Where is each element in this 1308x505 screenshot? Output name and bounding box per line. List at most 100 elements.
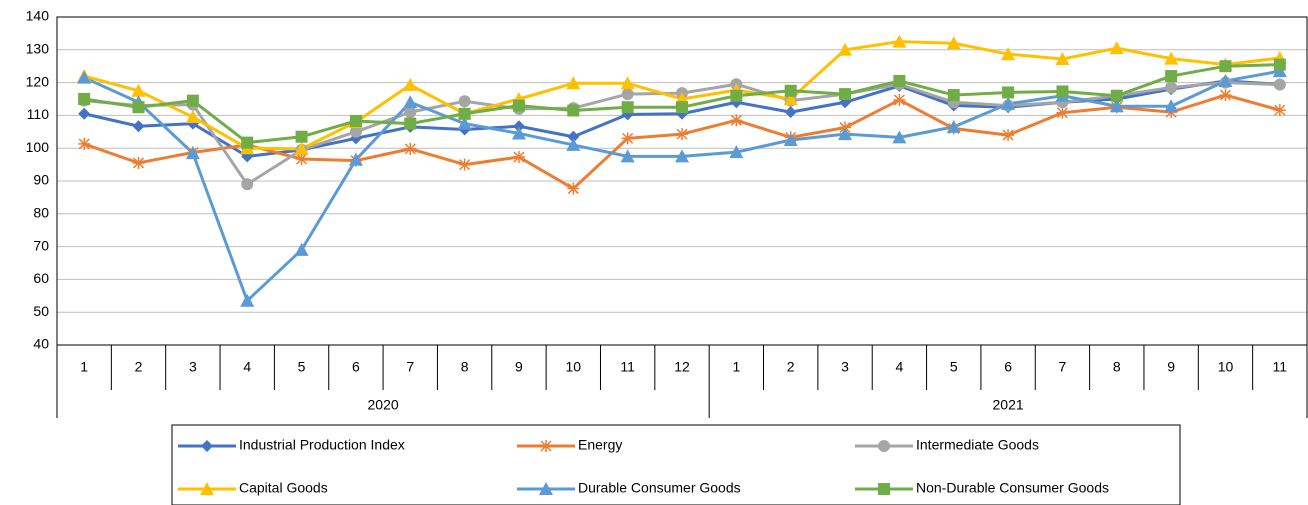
marker [349, 125, 362, 138]
marker [458, 158, 471, 171]
marker [132, 101, 145, 114]
marker [1164, 51, 1179, 65]
x-tick-label: 2 [135, 359, 143, 375]
marker [185, 146, 200, 160]
x-tick-label: 7 [406, 359, 414, 375]
marker [1056, 106, 1069, 119]
legend-label: Capital Goods [239, 480, 328, 496]
marker [1109, 99, 1124, 113]
marker [241, 136, 254, 149]
marker [241, 178, 254, 191]
marker [132, 156, 145, 169]
marker [240, 293, 255, 307]
x-tick-label: 9 [515, 359, 523, 375]
marker [78, 107, 91, 120]
x-tick-label: 4 [895, 359, 903, 375]
marker [539, 482, 553, 495]
marker [458, 107, 471, 120]
marker [878, 483, 890, 495]
legend-label: Durable Consumer Goods [578, 480, 741, 496]
marker [1165, 81, 1178, 94]
plot-frame [56, 16, 1308, 346]
marker [730, 89, 743, 102]
marker [783, 133, 798, 146]
marker [838, 42, 853, 56]
marker [404, 106, 417, 119]
marker [1219, 89, 1232, 102]
marker [946, 119, 961, 133]
marker [512, 99, 525, 112]
x-tick-label: 7 [1059, 359, 1067, 375]
marker [1164, 99, 1179, 113]
y-tick-label: 130 [26, 41, 50, 57]
x-tick-label: 10 [566, 359, 582, 375]
legend-label: Non-Durable Consumer Goods [916, 480, 1109, 496]
marker [511, 126, 526, 140]
marker [676, 101, 688, 114]
marker [947, 89, 960, 102]
marker [1001, 47, 1016, 61]
marker [349, 114, 362, 127]
x-tick-label: 8 [461, 359, 469, 375]
y-tick-label: 110 [27, 106, 50, 122]
legend-label: Energy [578, 437, 622, 453]
y-tick-label: 40 [33, 336, 49, 352]
x-tick-label: 12 [674, 359, 690, 375]
marker [620, 149, 635, 163]
marker [185, 110, 200, 124]
marker [540, 440, 552, 452]
marker [784, 106, 797, 119]
y-tick-label: 140 [26, 8, 50, 24]
marker [621, 101, 634, 114]
marker [676, 128, 688, 141]
marker [1055, 51, 1070, 65]
y-tick-label: 60 [33, 270, 49, 286]
marker [1218, 73, 1233, 87]
marker [784, 84, 797, 97]
marker [838, 127, 853, 141]
marker [1273, 78, 1286, 91]
marker [892, 34, 907, 48]
marker [730, 114, 743, 127]
x-tick-label: 11 [1273, 359, 1288, 375]
x-tick-label: 10 [1218, 359, 1234, 375]
marker [1272, 64, 1287, 78]
x-tick-label: 3 [189, 359, 197, 375]
marker [620, 76, 635, 90]
marker [567, 130, 580, 143]
marker [839, 88, 852, 101]
x-tick-label: 6 [352, 359, 360, 375]
marker [892, 130, 907, 144]
marker [404, 142, 417, 155]
legend-label: Industrial Production Index [239, 437, 405, 453]
legend-frame [171, 424, 1181, 505]
y-tick-label: 120 [26, 73, 50, 89]
y-tick-label: 80 [33, 205, 49, 221]
x-tick-label: 1 [732, 359, 740, 375]
marker [404, 117, 417, 130]
marker [783, 92, 798, 105]
marker [1056, 85, 1069, 98]
marker [893, 93, 906, 106]
marker [131, 83, 146, 97]
marker [1001, 96, 1016, 110]
group-label: 2021 [993, 397, 1024, 413]
marker [893, 74, 906, 87]
x-tick-label: 6 [1004, 359, 1012, 375]
marker [1002, 129, 1015, 142]
marker [621, 132, 634, 145]
y-tick-label: 90 [33, 172, 49, 188]
marker [1273, 58, 1286, 71]
marker [946, 36, 961, 50]
x-tick-label: 11 [620, 359, 635, 375]
marker [878, 440, 890, 452]
x-tick-label: 1 [80, 359, 88, 375]
marker [566, 137, 581, 151]
marker [295, 153, 308, 166]
marker [1110, 89, 1123, 102]
marker [201, 440, 213, 452]
x-tick-label: 8 [1113, 359, 1121, 375]
marker [457, 116, 472, 130]
marker [348, 152, 363, 166]
